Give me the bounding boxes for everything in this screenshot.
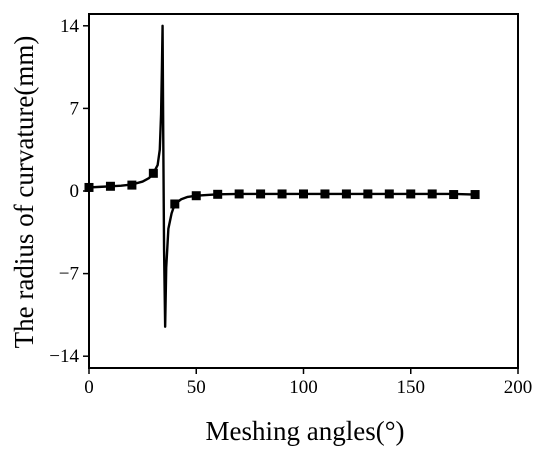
x-tick-label: 150 — [397, 377, 426, 398]
data-point-marker — [191, 191, 201, 201]
data-point-marker — [341, 189, 351, 199]
y-tick-label: −14 — [49, 346, 79, 367]
data-point-marker — [470, 190, 480, 200]
data-point-marker — [256, 189, 266, 199]
series-line — [88, 24, 476, 328]
y-tick-label: −7 — [59, 264, 79, 285]
data-point-marker — [148, 168, 158, 178]
y-axis-ticks: −14 −7 0 7 14 — [49, 16, 89, 367]
data-point-marker — [105, 181, 115, 191]
data-point-marker — [406, 189, 416, 199]
x-tick-label: 50 — [187, 377, 206, 398]
x-axis-title: Meshing angles(°) — [205, 416, 404, 446]
data-point-marker — [299, 189, 308, 199]
data-point-marker — [384, 189, 394, 199]
x-tick-label: 100 — [289, 377, 318, 398]
data-point-marker — [320, 189, 330, 199]
data-point-marker — [234, 189, 244, 199]
data-point-marker — [427, 189, 437, 199]
data-point-marker — [84, 182, 94, 192]
data-point-marker — [363, 189, 373, 199]
data-point-marker — [449, 190, 459, 200]
data-point-marker — [127, 180, 137, 190]
y-tick-label: 14 — [60, 16, 80, 37]
y-tick-label: 7 — [70, 98, 80, 119]
data-point-marker — [213, 189, 223, 199]
x-tick-label: 0 — [84, 377, 94, 398]
data-point-marker — [277, 189, 287, 199]
data-point-marker — [170, 199, 180, 209]
x-tick-label: 200 — [504, 377, 533, 398]
y-axis-title: The radius of curvature(mm) — [9, 36, 39, 349]
x-axis-ticks: 0 50 100 150 200 — [84, 368, 532, 398]
series-layer — [84, 24, 480, 328]
y-tick-label: 0 — [70, 181, 80, 202]
